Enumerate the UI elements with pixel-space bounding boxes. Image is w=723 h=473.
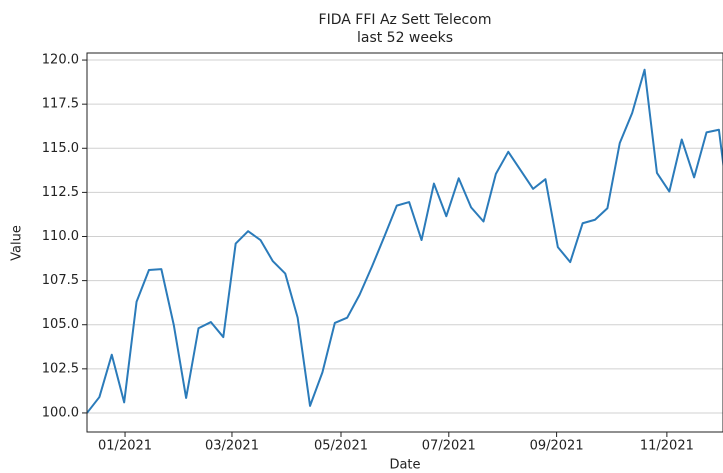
y-tick-label: 115.0 <box>42 141 79 156</box>
x-tick-label: 07/2021 <box>422 439 476 454</box>
y-tick-label: 120.0 <box>42 53 79 68</box>
x-tick-label: 01/2021 <box>98 439 152 454</box>
y-tick-label: 105.0 <box>42 317 79 332</box>
x-tick-label: 11/2021 <box>640 439 694 454</box>
y-tick-label: 107.5 <box>42 273 79 288</box>
line-series <box>87 68 723 414</box>
y-tick-label: 102.5 <box>42 361 79 376</box>
chart-title: FIDA FFI Az Sett Telecom <box>319 12 492 28</box>
x-tick-label: 09/2021 <box>530 439 584 454</box>
y-tick-label: 100.0 <box>42 405 79 420</box>
x-tick-label: 03/2021 <box>205 439 259 454</box>
y-tick-label: 117.5 <box>42 97 79 112</box>
y-tick-label: 110.0 <box>42 229 79 244</box>
chart-subtitle: last 52 weeks <box>357 30 453 46</box>
x-tick-label: 05/2021 <box>314 439 368 454</box>
grid <box>87 59 723 414</box>
x-axis-label: Date <box>389 458 420 473</box>
y-tick-label: 112.5 <box>42 185 79 200</box>
y-axis-label: Value <box>10 225 25 261</box>
plot-frame <box>86 52 723 433</box>
plot-area <box>87 68 723 414</box>
